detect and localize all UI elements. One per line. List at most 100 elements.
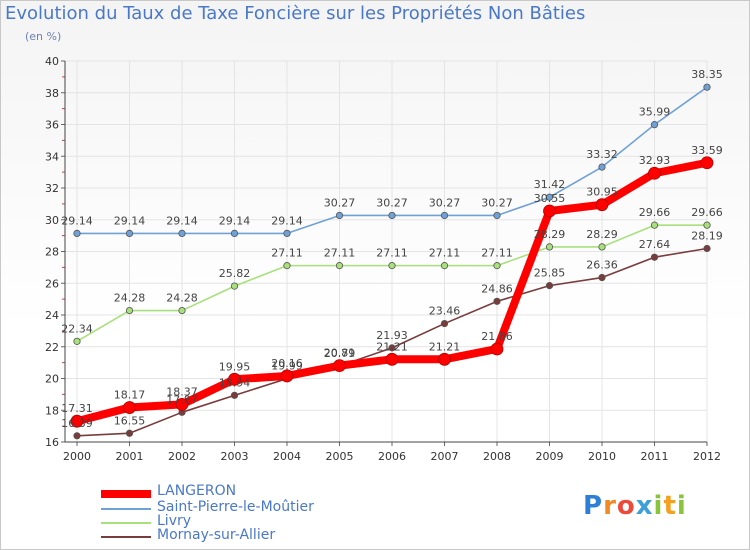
data-label: 30.55: [534, 192, 566, 205]
data-point: [230, 229, 239, 238]
data-point: [73, 337, 81, 345]
y-tick-label: 30: [45, 214, 59, 227]
data-point: [703, 244, 711, 253]
logo-letter: x: [635, 491, 654, 521]
data-point: [385, 352, 399, 366]
data-label: 20.79: [324, 347, 356, 360]
logo-letter: i: [653, 491, 664, 521]
data-point: [283, 262, 291, 270]
y-tick-label: 24: [45, 309, 59, 322]
data-label: 35.99: [639, 106, 671, 119]
legend-swatch-mornay: [101, 536, 151, 538]
x-tick-label: 2009: [536, 450, 564, 463]
data-label: 21.21: [429, 340, 461, 353]
data-point: [388, 262, 396, 270]
logo-letter: i: [676, 491, 687, 521]
x-tick-label: 2006: [378, 450, 406, 463]
data-label: 20.16: [271, 357, 303, 370]
y-tick-label: 34: [45, 150, 59, 163]
data-label: 33.32: [586, 148, 618, 161]
legend-swatch-langeron: [101, 490, 151, 498]
data-point: [123, 401, 136, 414]
data-label: 29.14: [219, 214, 251, 227]
data-label: 24.28: [114, 292, 146, 305]
y-tick-label: 28: [45, 246, 59, 259]
data-label: 30.27: [429, 196, 461, 209]
logo-letter: t: [663, 491, 677, 521]
data-point: [493, 211, 501, 220]
data-point: [650, 253, 659, 261]
x-tick-label: 2007: [431, 450, 459, 463]
data-label: 26.36: [586, 259, 618, 272]
data-point: [490, 342, 504, 356]
legend-label-livry: Livry: [157, 513, 192, 529]
data-label: 18.94: [219, 376, 251, 389]
data-label: 31.42: [534, 178, 566, 191]
data-label: 17.31: [61, 402, 93, 415]
data-point: [598, 243, 606, 251]
data-point: [230, 282, 239, 290]
data-label: 17.87: [166, 393, 198, 406]
data-point: [178, 306, 186, 315]
chart-subtitle: (en %): [25, 30, 62, 43]
data-label: 27.64: [639, 238, 671, 251]
y-tick-label: 26: [45, 277, 59, 290]
data-label: 16.39: [61, 417, 93, 430]
data-label: 21.86: [481, 330, 513, 343]
data-point: [598, 163, 606, 171]
data-label: 29.66: [639, 206, 671, 219]
data-label: 32.93: [639, 154, 671, 167]
y-tick-label: 36: [45, 119, 59, 132]
data-point: [388, 344, 396, 352]
data-point: [335, 262, 344, 270]
data-point: [125, 306, 134, 315]
x-tick-label: 2005: [326, 450, 354, 463]
data-label: 28.29: [534, 228, 566, 241]
x-tick-label: 2010: [588, 450, 616, 463]
x-tick-label: 2004: [273, 450, 301, 463]
data-label: 29.66: [691, 206, 723, 219]
data-point: [440, 319, 449, 328]
data-label: 18.37: [166, 385, 198, 398]
data-label: 24.28: [166, 292, 198, 305]
legend-swatch-livry: [101, 522, 151, 524]
y-tick-label: 18: [45, 404, 59, 417]
data-point: [650, 121, 659, 129]
data-point: [493, 262, 501, 270]
data-label: 30.27: [481, 196, 513, 209]
x-tick-label: 2011: [641, 450, 669, 463]
data-point: [700, 156, 714, 170]
x-tick-label: 2008: [483, 450, 511, 463]
data-point: [493, 297, 501, 305]
data-label: 18.17: [114, 389, 146, 402]
data-point: [648, 166, 661, 180]
data-point: [703, 83, 711, 91]
data-label: 20.81: [324, 347, 356, 360]
y-tick-label: 38: [45, 87, 59, 100]
data-label: 28.29: [586, 228, 618, 241]
data-point: [280, 369, 294, 383]
data-label: 25.82: [219, 267, 251, 280]
data-label: 16.55: [114, 414, 146, 427]
data-label: 30.95: [586, 186, 618, 199]
data-point: [73, 432, 81, 440]
y-tick-label: 40: [45, 55, 59, 68]
data-point: [595, 198, 609, 212]
data-point: [125, 229, 134, 238]
data-point: [598, 273, 606, 282]
data-point: [543, 204, 556, 218]
data-point: [333, 359, 346, 373]
data-point: [545, 243, 554, 251]
data-point: [125, 429, 134, 437]
data-label: 25.85: [534, 267, 566, 280]
y-tick-label: 32: [45, 182, 59, 195]
data-label: 27.11: [481, 247, 513, 260]
y-tick-label: 20: [45, 373, 59, 386]
x-tick-label: 2012: [693, 450, 721, 463]
data-point: [178, 229, 186, 238]
y-tick-label: 16: [45, 436, 59, 449]
data-label: 19.95: [219, 360, 251, 373]
y-tick-label: 22: [45, 341, 59, 354]
data-point: [70, 414, 84, 428]
x-tick-label: 2000: [63, 450, 91, 463]
